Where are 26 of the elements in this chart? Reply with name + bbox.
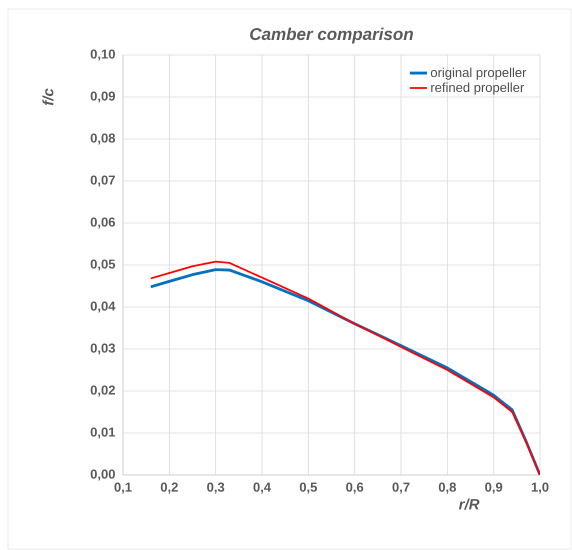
- chart-title: Camber comparison: [250, 28, 413, 44]
- y-tick-label: 0,06: [90, 217, 115, 229]
- y-tick-label: 0,04: [90, 301, 116, 313]
- x-tick-label: 0,9: [485, 482, 502, 494]
- y-tick-label: 0,01: [90, 427, 116, 439]
- x-tick-label: 0,8: [438, 482, 456, 494]
- x-tick-label: 0,4: [253, 482, 271, 494]
- x-tick-label: 0,7: [392, 482, 410, 494]
- y-tick-label: 0,08: [90, 133, 116, 145]
- x-tick-label: 0,6: [346, 482, 364, 494]
- x-axis-title: r/R: [458, 498, 480, 510]
- x-tick-label: 0,1: [114, 482, 132, 494]
- y-tick-label: 0,05: [90, 259, 116, 271]
- y-tick-label: 0,00: [90, 469, 115, 481]
- y-axis-title: f/c: [42, 88, 54, 106]
- x-tick-label: 1,0: [532, 482, 549, 494]
- legend-label: original propeller: [430, 68, 526, 80]
- y-tick-label: 0,07: [90, 175, 115, 187]
- y-tick-label: 0,10: [90, 49, 115, 61]
- x-tick-label: 0,5: [300, 482, 318, 494]
- x-tick-label: 0,2: [160, 482, 178, 494]
- x-tick-label: 0,3: [207, 482, 224, 494]
- y-tick-label: 0,09: [90, 91, 115, 103]
- y-tick-label: 0,02: [90, 385, 115, 397]
- y-tick-label: 0,03: [90, 343, 115, 355]
- legend-label: refined propeller: [431, 82, 524, 95]
